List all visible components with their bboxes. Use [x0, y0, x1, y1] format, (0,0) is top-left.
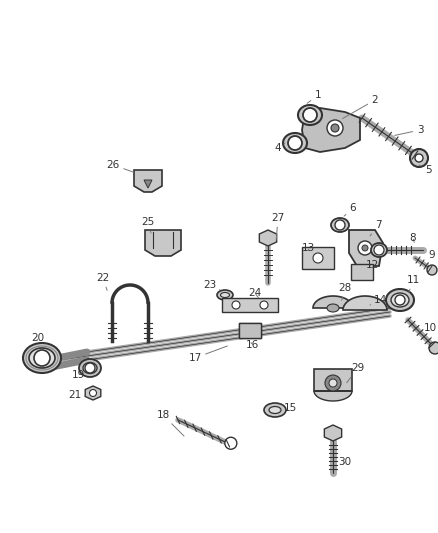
- Text: 22: 22: [96, 273, 110, 290]
- Text: 18: 18: [156, 410, 184, 436]
- Ellipse shape: [327, 304, 339, 312]
- Text: 9: 9: [428, 250, 435, 264]
- Text: 30: 30: [339, 457, 352, 467]
- Ellipse shape: [264, 403, 286, 417]
- Circle shape: [225, 437, 237, 449]
- Circle shape: [358, 241, 372, 255]
- Bar: [314, 369, 352, 391]
- Circle shape: [325, 375, 341, 391]
- Circle shape: [89, 390, 96, 397]
- Text: 26: 26: [106, 160, 134, 172]
- Polygon shape: [314, 391, 352, 401]
- Bar: [302, 247, 334, 269]
- Circle shape: [362, 245, 368, 251]
- Polygon shape: [343, 296, 387, 310]
- Polygon shape: [313, 296, 353, 308]
- Ellipse shape: [29, 348, 55, 368]
- Polygon shape: [144, 180, 152, 188]
- Circle shape: [374, 245, 384, 255]
- Text: 25: 25: [141, 217, 155, 233]
- Circle shape: [85, 363, 95, 373]
- Text: 24: 24: [248, 288, 261, 298]
- Polygon shape: [259, 230, 277, 246]
- Ellipse shape: [283, 133, 307, 153]
- Text: 4: 4: [275, 143, 285, 153]
- Polygon shape: [85, 386, 101, 400]
- Circle shape: [329, 379, 337, 387]
- Text: 6: 6: [344, 203, 356, 216]
- Text: 27: 27: [272, 213, 285, 240]
- Ellipse shape: [83, 362, 97, 374]
- Ellipse shape: [331, 218, 349, 232]
- Ellipse shape: [79, 359, 101, 377]
- Ellipse shape: [217, 290, 233, 300]
- Text: 1: 1: [307, 90, 321, 103]
- Polygon shape: [134, 170, 162, 192]
- Ellipse shape: [386, 289, 414, 311]
- Polygon shape: [222, 298, 278, 312]
- Circle shape: [429, 342, 438, 354]
- Polygon shape: [325, 425, 342, 441]
- Text: 29: 29: [347, 363, 364, 383]
- Text: 13: 13: [301, 243, 314, 253]
- Text: 14: 14: [370, 295, 387, 305]
- Text: 16: 16: [245, 340, 258, 350]
- Circle shape: [232, 301, 240, 309]
- Bar: [239, 322, 261, 337]
- Text: 7: 7: [370, 220, 381, 236]
- Text: 28: 28: [339, 283, 352, 300]
- Circle shape: [410, 149, 428, 167]
- Text: 10: 10: [424, 323, 437, 337]
- Circle shape: [288, 136, 302, 150]
- Text: 2: 2: [343, 95, 378, 119]
- Text: 5: 5: [419, 165, 431, 175]
- Circle shape: [395, 295, 405, 305]
- Circle shape: [260, 301, 268, 309]
- Circle shape: [335, 220, 345, 230]
- Circle shape: [313, 253, 323, 263]
- Ellipse shape: [371, 243, 387, 257]
- Text: 12: 12: [365, 260, 378, 270]
- Text: 8: 8: [410, 233, 416, 243]
- Polygon shape: [349, 230, 383, 266]
- Polygon shape: [145, 230, 181, 256]
- Ellipse shape: [23, 343, 61, 373]
- Text: 20: 20: [32, 333, 45, 343]
- Text: 21: 21: [68, 390, 85, 400]
- Polygon shape: [302, 108, 360, 152]
- Ellipse shape: [220, 293, 230, 297]
- Circle shape: [427, 265, 437, 275]
- Text: 19: 19: [71, 370, 85, 380]
- Ellipse shape: [298, 105, 322, 125]
- Ellipse shape: [269, 407, 281, 414]
- Circle shape: [34, 350, 50, 366]
- Circle shape: [303, 108, 317, 122]
- Text: 23: 23: [203, 280, 220, 290]
- Bar: [351, 264, 373, 280]
- Circle shape: [331, 124, 339, 132]
- Text: 17: 17: [188, 346, 227, 363]
- Circle shape: [415, 154, 423, 162]
- Text: 15: 15: [280, 403, 297, 413]
- Ellipse shape: [391, 293, 409, 307]
- Text: 11: 11: [406, 275, 420, 293]
- Text: 3: 3: [395, 125, 423, 135]
- Circle shape: [327, 120, 343, 136]
- Bar: [239, 322, 261, 337]
